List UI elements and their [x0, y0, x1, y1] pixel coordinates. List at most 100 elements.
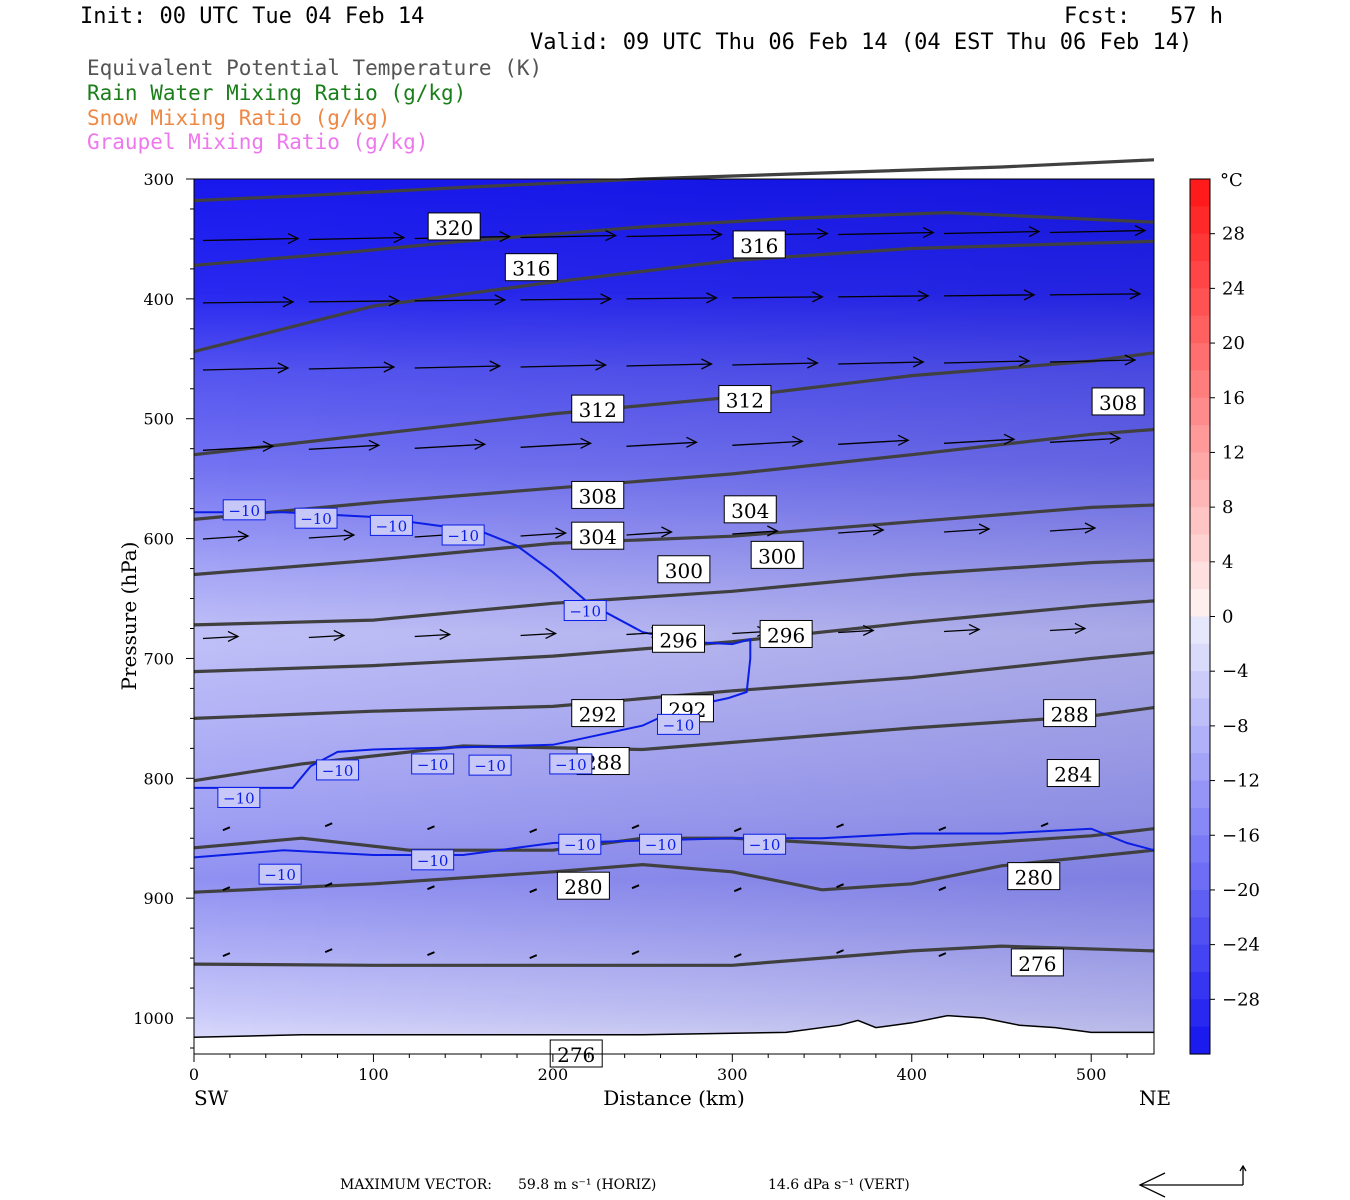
isotherm-label: −10 — [222, 499, 266, 521]
reference-vector-icon — [1138, 1164, 1247, 1198]
wind-vector-arrow — [944, 433, 1016, 445]
colorbar-tick-label: 0 — [1222, 607, 1233, 628]
wind-vector-short — [836, 883, 844, 889]
theta-e-label: 308 — [571, 480, 625, 509]
isotherm-label: −10 — [217, 786, 261, 808]
colorbar-tick-label: 24 — [1222, 278, 1245, 299]
wind-vector-arrow — [1049, 432, 1122, 444]
colorbar-segment — [1190, 479, 1210, 508]
wind-vector-short — [836, 949, 844, 955]
colorbar-segment — [1190, 589, 1210, 618]
isotherm-label: −10 — [411, 849, 455, 871]
colorbar-segment — [1190, 1026, 1210, 1055]
isotherm-label: −10 — [558, 833, 602, 855]
svg-text:304: 304 — [731, 499, 769, 523]
wind-vector-short — [938, 826, 947, 832]
wind-vector-arrow — [944, 355, 1031, 367]
theta-e-contour-276 — [193, 944, 1155, 967]
wind-vector-arrow — [308, 361, 396, 373]
colorbar-segment — [1190, 671, 1210, 700]
colorbar-tick-label: −16 — [1222, 825, 1260, 846]
wind-vector-arrow — [520, 229, 618, 242]
colorbar-tick-label: 28 — [1222, 224, 1245, 245]
svg-text:−10: −10 — [749, 836, 781, 854]
svg-text:−10: −10 — [300, 510, 332, 528]
colorbar-tick-label: 8 — [1222, 497, 1233, 518]
init-label: Init: 00 UTC Tue 04 Feb 14 — [80, 4, 425, 29]
wind-vector-short — [222, 952, 231, 958]
wind-vector-arrow — [626, 228, 723, 241]
theta-e-label: 296 — [759, 619, 813, 648]
isotherm-label: −10 — [316, 759, 360, 781]
wind-vector-short — [324, 822, 333, 828]
colorbar-segment — [1190, 972, 1210, 1000]
wind-vector-arrow — [838, 226, 935, 239]
svg-text:280: 280 — [564, 875, 602, 899]
colorbar-segment — [1190, 179, 1210, 207]
x-tick-label: 0 — [189, 1065, 199, 1084]
colorbar-tick-label: 4 — [1222, 552, 1233, 573]
colorbar-segment — [1190, 206, 1210, 235]
wind-vector-short — [324, 882, 333, 888]
colorbar-segment — [1190, 643, 1210, 672]
wind-vector-arrow — [308, 529, 356, 541]
wind-vector-short — [222, 826, 231, 832]
svg-text:288: 288 — [1051, 703, 1089, 727]
svg-text:−10: −10 — [322, 762, 354, 780]
wind-vector-arrow — [202, 232, 300, 245]
plot-field-shade — [194, 179, 1154, 1054]
svg-text:−10: −10 — [663, 716, 695, 734]
colorbar-tick-label: −24 — [1222, 935, 1260, 956]
svg-text:320: 320 — [435, 216, 473, 240]
isotherm-label: −10 — [639, 833, 683, 855]
isotherm-label: −10 — [468, 754, 512, 776]
isotherm-label: −10 — [441, 524, 485, 546]
wind-vector-short — [222, 886, 231, 892]
wind-vector-short — [733, 887, 742, 893]
theta-e-contour-316 — [193, 210, 1155, 267]
theta-e-contour-308 — [193, 427, 1155, 521]
svg-text:304: 304 — [579, 525, 617, 549]
wind-vector-arrow — [520, 293, 613, 305]
wind-vector-short — [427, 825, 435, 831]
wind-vector-arrow — [1049, 622, 1087, 635]
wind-vector-arrow — [308, 295, 401, 307]
colorbar-segment — [1190, 780, 1210, 809]
svg-text:−10: −10 — [645, 836, 677, 854]
colorbar-segment — [1190, 698, 1210, 727]
svg-text:−10: −10 — [417, 852, 449, 870]
theta-e-label: 276 — [1010, 948, 1064, 977]
wind-vector-arrow — [626, 436, 698, 448]
wind-vector-short — [427, 951, 435, 957]
x-axis-ticks: 0 100 200 300 400 500 — [189, 1054, 1128, 1084]
isotherm-label: −10 — [411, 753, 455, 775]
colorbar-tick-label: −28 — [1222, 989, 1260, 1010]
svg-text:300: 300 — [665, 559, 703, 583]
colorbar-unit: °C — [1220, 170, 1243, 191]
colorbar-segment — [1190, 835, 1210, 864]
valid-time-label: Valid: 09 UTC Thu 06 Feb 14 (04 EST Thu … — [530, 30, 1193, 55]
colorbar-segment — [1190, 807, 1210, 836]
wind-vector-arrow — [308, 231, 406, 244]
colorbar-segment — [1190, 862, 1210, 891]
svg-text:−10: −10 — [376, 517, 408, 535]
svg-text:316: 316 — [740, 234, 778, 258]
wind-vector-arrow — [838, 524, 885, 536]
wind-vector-arrow — [944, 623, 981, 636]
x-end-label-right: NE — [1139, 1086, 1171, 1110]
theta-e-label: 300 — [657, 555, 711, 584]
x-axis-title: Distance (km) — [603, 1086, 745, 1110]
svg-text:276: 276 — [557, 1043, 595, 1067]
svg-text:308: 308 — [1099, 391, 1137, 415]
theta-e-label: 304 — [723, 495, 777, 524]
y-tick-label: 1000 — [133, 1009, 174, 1028]
wind-vector-arrow — [1049, 224, 1147, 237]
svg-text:−10: −10 — [228, 502, 260, 520]
colorbar-tick-label: 20 — [1222, 333, 1245, 354]
wind-vector-arrow — [732, 291, 824, 303]
y-tick-label: 500 — [143, 410, 174, 429]
colorbar-segment — [1190, 397, 1210, 426]
theta-e-contour-labels: 320 316 316 312 312 308 308 304 304 300 300 296 296 2… — [427, 212, 1145, 1068]
theta-e-label: 308 — [1091, 387, 1145, 416]
wind-vector-arrow — [944, 225, 1041, 238]
